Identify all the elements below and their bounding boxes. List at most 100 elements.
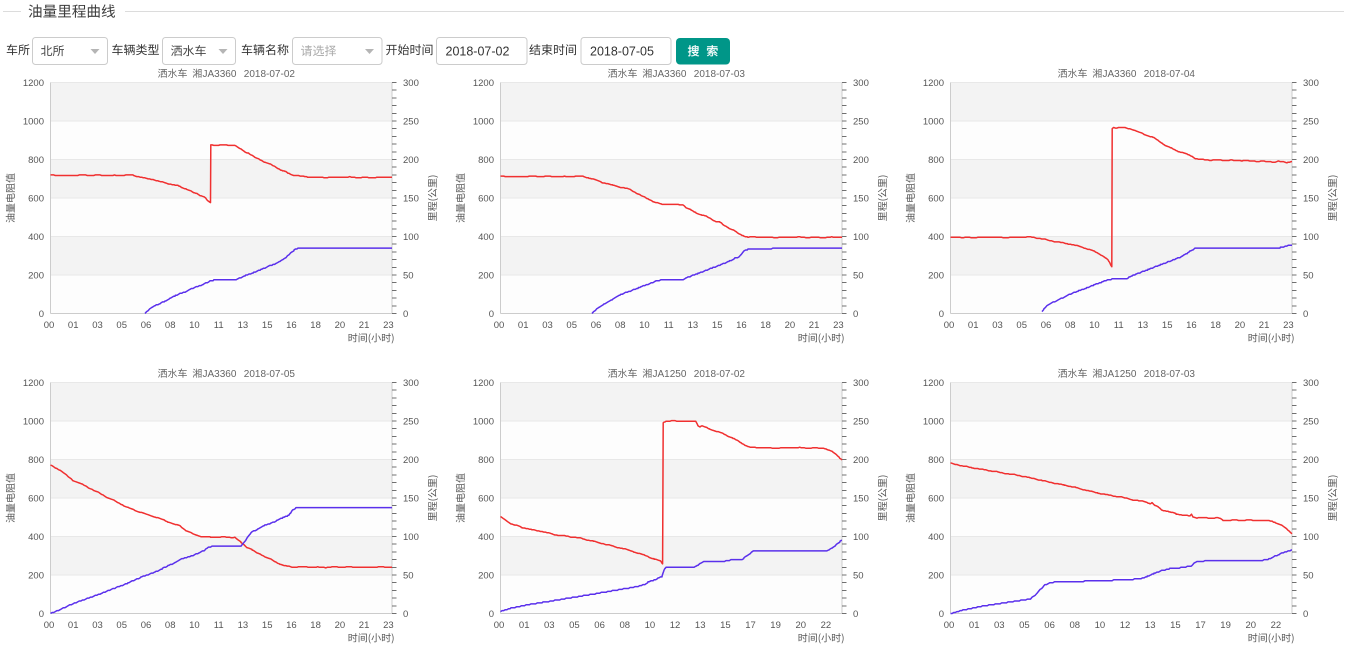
svg-text:800: 800 — [28, 155, 44, 166]
svg-text:1000: 1000 — [473, 117, 494, 128]
svg-text:400: 400 — [28, 532, 44, 543]
svg-text:11: 11 — [214, 620, 224, 631]
svg-text:400: 400 — [478, 532, 494, 543]
svg-text:22: 22 — [1271, 620, 1282, 631]
svg-text:17: 17 — [745, 620, 756, 631]
svg-text:03: 03 — [544, 620, 555, 631]
svg-text:20: 20 — [1235, 320, 1246, 331]
svg-text:19: 19 — [1220, 620, 1231, 631]
svg-text:200: 200 — [1303, 155, 1319, 166]
svg-text:JA3360: JA3360 — [203, 369, 237, 380]
svg-text:21: 21 — [359, 620, 370, 631]
svg-text:05: 05 — [566, 320, 577, 331]
svg-text:15: 15 — [720, 620, 731, 631]
svg-text:0: 0 — [939, 609, 944, 620]
svg-text:1000: 1000 — [923, 417, 944, 428]
svg-text:05: 05 — [116, 320, 127, 331]
svg-text:05: 05 — [1019, 620, 1030, 631]
svg-text:800: 800 — [478, 155, 494, 166]
svg-text:150: 150 — [1303, 194, 1319, 205]
svg-text:2018-07-02: 2018-07-02 — [244, 69, 296, 80]
svg-text:200: 200 — [1303, 455, 1319, 466]
svg-text:2018-07-02: 2018-07-02 — [694, 369, 746, 380]
svg-text:01: 01 — [518, 320, 529, 331]
svg-text:100: 100 — [853, 232, 869, 243]
svg-text:200: 200 — [478, 571, 494, 582]
svg-text:150: 150 — [853, 194, 869, 205]
svg-text:400: 400 — [928, 232, 944, 243]
svg-text:2018-07-04: 2018-07-04 — [1144, 69, 1196, 80]
svg-text:1200: 1200 — [473, 378, 494, 389]
svg-text:600: 600 — [928, 494, 944, 505]
svg-text:2018-07-03: 2018-07-03 — [1144, 369, 1196, 380]
svg-text:08: 08 — [165, 320, 176, 331]
svg-text:50: 50 — [403, 571, 414, 582]
svg-text:150: 150 — [403, 494, 419, 505]
svg-text:23: 23 — [1283, 320, 1294, 331]
svg-text:15: 15 — [262, 320, 273, 331]
svg-text:16: 16 — [286, 320, 297, 331]
svg-text:250: 250 — [853, 417, 869, 428]
svg-text:JA1250: JA1250 — [653, 369, 687, 380]
svg-text:0: 0 — [1303, 309, 1308, 320]
svg-text:0: 0 — [853, 609, 858, 620]
svg-text:20: 20 — [1246, 620, 1257, 631]
svg-text:200: 200 — [478, 271, 494, 282]
svg-text:1200: 1200 — [923, 378, 944, 389]
svg-text:03: 03 — [542, 320, 553, 331]
svg-text:100: 100 — [1303, 232, 1319, 243]
svg-text:03: 03 — [994, 620, 1005, 631]
svg-text:600: 600 — [478, 494, 494, 505]
svg-text:1000: 1000 — [923, 117, 944, 128]
svg-text:08: 08 — [615, 320, 626, 331]
svg-text:1000: 1000 — [23, 417, 44, 428]
svg-text:21: 21 — [809, 320, 820, 331]
svg-text:250: 250 — [853, 117, 869, 128]
svg-text:01: 01 — [969, 620, 980, 631]
svg-text:50: 50 — [1303, 571, 1314, 582]
svg-text:250: 250 — [1303, 417, 1319, 428]
svg-text:06: 06 — [1041, 320, 1052, 331]
svg-text:20: 20 — [335, 620, 346, 631]
svg-text:11: 11 — [1114, 320, 1124, 331]
svg-text:11: 11 — [664, 320, 674, 331]
svg-text:01: 01 — [519, 620, 530, 631]
svg-text:16: 16 — [1186, 320, 1197, 331]
svg-text:06: 06 — [1044, 620, 1055, 631]
svg-text:15: 15 — [262, 620, 273, 631]
svg-text:06: 06 — [591, 320, 602, 331]
svg-text:1200: 1200 — [23, 78, 44, 89]
svg-text:21: 21 — [1259, 320, 1270, 331]
svg-text:06: 06 — [141, 620, 152, 631]
svg-text:0: 0 — [39, 609, 44, 620]
svg-text:00: 00 — [494, 320, 505, 331]
svg-text:2018-07-05: 2018-07-05 — [244, 369, 296, 380]
svg-text:800: 800 — [928, 455, 944, 466]
svg-text:23: 23 — [383, 620, 394, 631]
svg-text:300: 300 — [1303, 378, 1319, 389]
svg-text:12: 12 — [1120, 620, 1131, 631]
svg-text:03: 03 — [92, 320, 103, 331]
svg-text:06: 06 — [594, 620, 605, 631]
svg-text:600: 600 — [28, 194, 44, 205]
svg-text:10: 10 — [645, 620, 656, 631]
svg-text:15: 15 — [1170, 620, 1181, 631]
svg-text:100: 100 — [1303, 532, 1319, 543]
svg-text:20: 20 — [796, 620, 807, 631]
svg-text:21: 21 — [359, 320, 370, 331]
svg-text:0: 0 — [489, 609, 494, 620]
svg-text:JA3360: JA3360 — [1103, 69, 1137, 80]
svg-text:08: 08 — [1065, 320, 1076, 331]
svg-text:13: 13 — [695, 620, 706, 631]
svg-text:11: 11 — [214, 320, 224, 331]
svg-text:800: 800 — [478, 455, 494, 466]
svg-text:JA3360: JA3360 — [203, 69, 237, 80]
svg-text:150: 150 — [403, 194, 419, 205]
svg-text:18: 18 — [760, 320, 771, 331]
svg-text:200: 200 — [28, 571, 44, 582]
svg-text:250: 250 — [403, 417, 419, 428]
svg-text:03: 03 — [92, 620, 103, 631]
svg-text:0: 0 — [39, 309, 44, 320]
svg-text:10: 10 — [189, 320, 200, 331]
svg-text:1200: 1200 — [23, 378, 44, 389]
